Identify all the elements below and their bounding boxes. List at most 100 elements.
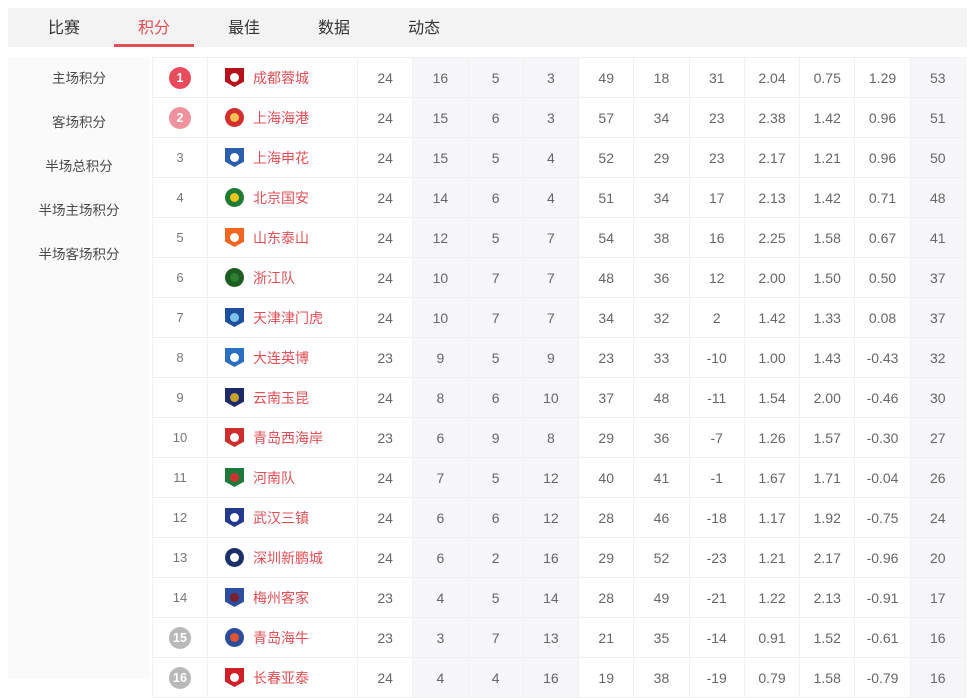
table-row[interactable]: 3 上海申花 24 15 5 4 52 29 23 2.17 1.21 0.96 50 <box>153 138 965 178</box>
stat-cell-played: 23 <box>358 618 414 657</box>
table-row[interactable]: 11 河南队 24 7 5 12 40 41 -1 1.67 1.71 -0.04 26 <box>153 458 965 498</box>
table-row[interactable]: 14 梅州客家 23 4 5 14 28 49 -21 1.22 2.13 -0.91 17 <box>153 578 965 618</box>
team-name-link[interactable]: 武汉三镇 <box>253 509 309 526</box>
stat-cell-draws: 9 <box>468 418 524 457</box>
team-name-link[interactable]: 梅州客家 <box>253 589 309 606</box>
team-name-link[interactable]: 云南玉昆 <box>253 389 309 406</box>
table-row[interactable]: 8 大连英博 23 9 5 9 23 33 -10 1.00 1.43 -0.43 32 <box>153 338 965 378</box>
table-row[interactable]: 4 北京国安 24 14 6 4 51 34 17 2.13 1.42 0.71 48 <box>153 178 965 218</box>
team-name-link[interactable]: 天津津门虎 <box>253 309 323 326</box>
team-name-link[interactable]: 上海海港 <box>253 109 309 126</box>
stat-cell-draws: 7 <box>468 618 524 657</box>
team-name-link[interactable]: 成都蓉城 <box>253 69 309 86</box>
team-name-link[interactable]: 青岛海牛 <box>253 629 309 646</box>
team-logo-inner <box>230 273 239 282</box>
table-row[interactable]: 1 成都蓉城 24 16 5 3 49 18 31 2.04 0.75 1.29 53 <box>153 58 965 98</box>
stat-cell-played: 23 <box>358 338 414 377</box>
stat-cell-gf_per_game: 2.00 <box>745 258 801 297</box>
stat-cell-gf_per_game: 2.17 <box>745 138 801 177</box>
league-standings-table: 1 成都蓉城 24 16 5 3 49 18 31 2.04 0.75 1.29 53 2 上海海港 24 15… <box>152 57 966 698</box>
stat-cell-gd_per_game: 1.29 <box>855 58 911 97</box>
stat-cell-points: 30 <box>910 378 965 417</box>
top-tab-bar: 比赛 积分 最佳 数据 动态 <box>8 8 967 47</box>
stat-cell-played: 24 <box>358 178 414 217</box>
table-row[interactable]: 2 上海海港 24 15 6 3 57 34 23 2.38 1.42 0.96 51 <box>153 98 965 138</box>
stat-cell-goals_against: 36 <box>634 418 690 457</box>
team-name-link[interactable]: 浙江队 <box>253 269 295 286</box>
stat-cell-goals_against: 41 <box>634 458 690 497</box>
tab-news[interactable]: 动态 <box>408 20 441 37</box>
team-name-link[interactable]: 长春亚泰 <box>253 669 309 686</box>
rank-cell: 6 <box>153 258 208 297</box>
team-name-link[interactable]: 大连英博 <box>253 349 309 366</box>
team-logo-icon <box>225 268 244 287</box>
stat-cell-played: 24 <box>358 98 414 137</box>
rank-cell: 11 <box>153 458 208 497</box>
stat-cell-goals_for: 57 <box>579 98 635 137</box>
sidebar-item-home-points[interactable]: 主场积分 <box>52 71 106 86</box>
team-cell: 武汉三镇 <box>208 498 358 537</box>
team-logo-inner <box>230 153 239 162</box>
stat-cell-losses: 4 <box>523 138 580 177</box>
team-name-link[interactable]: 青岛西海岸 <box>253 429 323 446</box>
rank-cell: 3 <box>153 138 208 177</box>
sidebar-item-half-away-points[interactable]: 半场客场积分 <box>38 247 120 262</box>
stat-cell-ga_per_game: 1.42 <box>800 178 856 217</box>
stat-cell-draws: 2 <box>468 538 524 577</box>
tab-standings[interactable]: 积分 <box>114 8 195 47</box>
stat-cell-gf_per_game: 1.54 <box>745 378 801 417</box>
team-cell: 青岛海牛 <box>208 618 358 657</box>
table-row[interactable]: 6 浙江队 24 10 7 7 48 36 12 2.00 1.50 0.50 37 <box>153 258 965 298</box>
table-row[interactable]: 13 深圳新鹏城 24 6 2 16 29 52 -23 1.21 2.17 -0.96 20 <box>153 538 965 578</box>
tab-stats[interactable]: 数据 <box>318 20 351 37</box>
stat-cell-wins: 15 <box>413 98 469 137</box>
sidebar-item-half-home-points[interactable]: 半场主场积分 <box>38 203 120 218</box>
stat-cell-gd_per_game: -0.61 <box>855 618 911 657</box>
team-name-link[interactable]: 上海申花 <box>253 149 309 166</box>
stat-cell-goals_against: 48 <box>634 378 690 417</box>
team-cell: 成都蓉城 <box>208 58 358 97</box>
stat-cell-gf_per_game: 0.91 <box>745 618 801 657</box>
table-row[interactable]: 7 天津津门虎 24 10 7 7 34 32 2 1.42 1.33 0.08 37 <box>153 298 965 338</box>
stat-cell-ga_per_game: 2.17 <box>800 538 856 577</box>
tab-matches[interactable]: 比赛 <box>48 20 81 37</box>
stat-cell-gd_per_game: -0.96 <box>855 538 911 577</box>
tab-best[interactable]: 最佳 <box>228 20 261 37</box>
stat-cell-goal_diff: 23 <box>690 138 745 177</box>
stat-cell-losses: 3 <box>523 98 580 137</box>
table-row[interactable]: 10 青岛西海岸 23 6 9 8 29 36 -7 1.26 1.57 -0.30 27 <box>153 418 965 458</box>
stat-cell-gf_per_game: 1.22 <box>745 578 801 617</box>
stat-cell-ga_per_game: 2.13 <box>800 578 856 617</box>
table-row[interactable]: 5 山东泰山 24 12 5 7 54 38 16 2.25 1.58 0.67 41 <box>153 218 965 258</box>
sidebar-item-away-points[interactable]: 客场积分 <box>52 115 106 130</box>
stat-cell-losses: 12 <box>523 498 580 537</box>
stat-cell-goal_diff: -18 <box>690 498 745 537</box>
team-name-link[interactable]: 深圳新鹏城 <box>253 549 323 566</box>
stat-cell-goals_for: 54 <box>579 218 635 257</box>
stat-cell-points: 17 <box>910 578 965 617</box>
table-row[interactable]: 12 武汉三镇 24 6 6 12 28 46 -18 1.17 1.92 -0.75 24 <box>153 498 965 538</box>
stat-cell-played: 23 <box>358 418 414 457</box>
stat-cell-draws: 7 <box>468 258 524 297</box>
rank-cell: 7 <box>153 298 208 337</box>
team-name-link[interactable]: 山东泰山 <box>253 229 309 246</box>
stat-cell-played: 24 <box>358 498 414 537</box>
stat-cell-ga_per_game: 1.52 <box>800 618 856 657</box>
rank-cell: 15 <box>153 618 208 657</box>
stat-cell-gf_per_game: 0.79 <box>745 658 801 697</box>
stat-cell-ga_per_game: 1.92 <box>800 498 856 537</box>
stat-cell-played: 24 <box>358 218 414 257</box>
table-row[interactable]: 9 云南玉昆 24 8 6 10 37 48 -11 1.54 2.00 -0.46 30 <box>153 378 965 418</box>
table-row[interactable]: 16 长春亚泰 24 4 4 16 19 38 -19 0.79 1.58 -0.79 16 <box>153 658 965 697</box>
team-name-link[interactable]: 河南队 <box>253 469 295 486</box>
stat-cell-wins: 15 <box>413 138 469 177</box>
rank-cell: 9 <box>153 378 208 417</box>
sidebar-item-half-total-points[interactable]: 半场总积分 <box>45 159 113 174</box>
stat-cell-gf_per_game: 1.42 <box>745 298 801 337</box>
team-logo-icon <box>225 588 244 607</box>
team-name-link[interactable]: 北京国安 <box>253 189 309 206</box>
table-row[interactable]: 15 青岛海牛 23 3 7 13 21 35 -14 0.91 1.52 -0.61 16 <box>153 618 965 658</box>
rank-cell: 8 <box>153 338 208 377</box>
stat-cell-ga_per_game: 1.43 <box>800 338 856 377</box>
stat-cell-gd_per_game: 0.96 <box>855 138 911 177</box>
